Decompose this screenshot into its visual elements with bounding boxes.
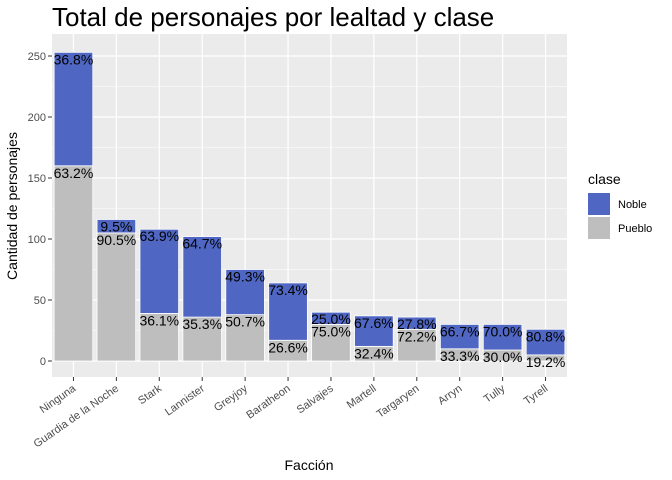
bar-segment-noble (354, 315, 394, 347)
y-tick-label: 150 (28, 173, 46, 185)
bar-segment-noble (311, 311, 351, 325)
legend-key-noble (588, 193, 610, 215)
plot-panel (52, 34, 567, 377)
data-label-pueblo: 63.2% (54, 165, 94, 181)
data-label-noble: 73.4% (268, 282, 308, 298)
data-label-pueblo: 50.7% (225, 314, 265, 330)
x-tick-label: Stark (136, 382, 164, 407)
legend-key-pueblo (588, 217, 610, 239)
legend: clase Noble Pueblo (588, 171, 652, 239)
bar-segment-pueblo (225, 314, 265, 362)
bar-segment-pueblo (96, 232, 137, 362)
x-tick-label: Greyjoy (212, 382, 250, 414)
bar-segment-pueblo (397, 328, 437, 362)
bars-layer (53, 51, 566, 362)
data-label-pueblo: 30.0% (483, 349, 523, 365)
x-tick-label: Martell (345, 383, 379, 412)
data-label-noble: 80.8% (526, 328, 566, 344)
data-labels-layer: 36.8% 63.2% 9.5%90.5% 63.9% 36.1% 64.7% 35.3% 4… (54, 51, 566, 370)
data-label-noble: 70.0% (483, 323, 523, 339)
data-label-noble: 49.3% (225, 269, 265, 285)
data-label-noble: 25.0% (311, 311, 351, 327)
x-tick-label: Targaryen (375, 383, 422, 421)
bar-segment-noble (182, 236, 222, 318)
x-axis-title: Facción (284, 457, 333, 473)
y-tick-label: 50 (34, 295, 46, 307)
y-tick-label: 250 (28, 51, 46, 63)
data-label-pueblo: 33.3% (440, 348, 480, 364)
legend-label-noble: Noble (618, 199, 647, 211)
data-label-pueblo: 36.1% (139, 312, 179, 328)
y-tick-label: 100 (28, 234, 46, 246)
bar-segment-pueblo (53, 165, 94, 362)
bar-segment-noble (96, 219, 137, 234)
bar-segment-noble (268, 282, 308, 341)
x-tick-label: Lannister (163, 382, 207, 418)
x-tick-label: Arryn (436, 383, 464, 408)
bar-segment-noble (53, 51, 94, 167)
chart-title: Total de personajes por lealtad y clase (52, 2, 494, 32)
data-label-noble: 9.5% (100, 218, 132, 234)
data-label-pueblo: 32.4% (354, 345, 394, 361)
data-label-pueblo: 72.2% (397, 328, 437, 344)
bar-segment-noble (225, 269, 265, 316)
x-tick-label: Tully (482, 382, 508, 405)
data-label-pueblo: 19.2% (526, 354, 566, 370)
bar-segment-noble (482, 323, 523, 351)
data-label-noble: 64.7% (182, 236, 222, 252)
x-tick-label: Tyrell (522, 383, 550, 408)
x-tick-label: Salvajes (295, 382, 336, 416)
legend-label-pueblo: Pueblo (618, 223, 652, 235)
bar-segment-pueblo (311, 323, 351, 362)
data-label-pueblo: 90.5% (97, 232, 137, 248)
data-label-pueblo: 75.0% (311, 323, 351, 339)
bar-segment-pueblo (182, 316, 222, 362)
bar-segment-noble (397, 316, 437, 330)
data-label-noble: 27.8% (397, 316, 437, 332)
data-label-noble: 67.6% (354, 315, 394, 331)
x-tick-label: Baratheon (244, 383, 292, 422)
y-axis: 0 50 100 150 200 250 (28, 51, 52, 368)
data-label-noble: 36.8% (54, 51, 94, 67)
data-label-pueblo: 35.3% (182, 316, 222, 332)
data-label-noble: 66.7% (440, 323, 480, 339)
y-tick-label: 0 (40, 356, 46, 368)
y-tick-label: 200 (28, 112, 46, 124)
bar-segment-noble (139, 228, 180, 314)
bar-segment-noble (439, 323, 480, 350)
data-label-noble: 63.9% (139, 228, 179, 244)
legend-title: clase (588, 171, 621, 187)
bar-segment-noble (525, 328, 566, 356)
y-axis-title: Cantidad de personajes (4, 132, 20, 280)
data-label-pueblo: 26.6% (268, 339, 308, 355)
